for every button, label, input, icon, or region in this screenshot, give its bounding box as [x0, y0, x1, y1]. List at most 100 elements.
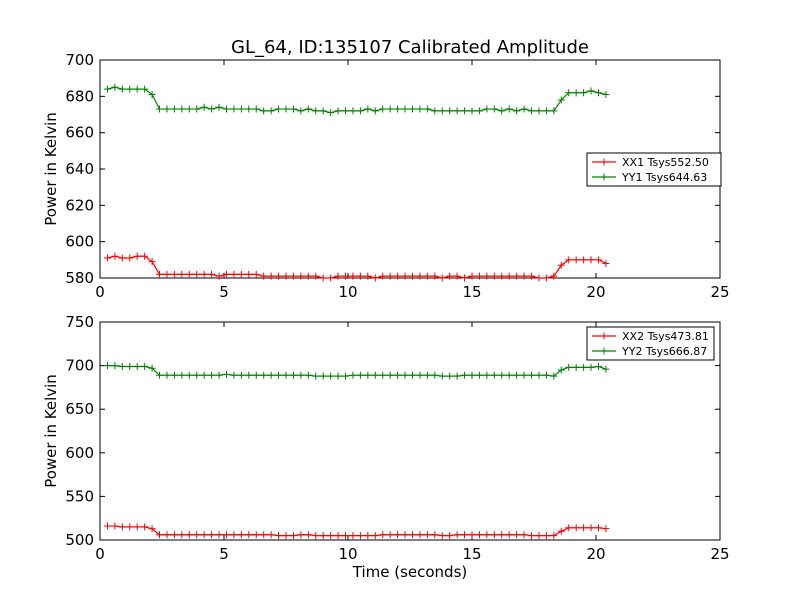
top-legend-box	[586, 152, 722, 187]
top-series-1-point	[304, 105, 312, 113]
top-series-0-point	[178, 270, 186, 278]
bottom-series-1-point	[275, 371, 283, 379]
top-series-0-point	[468, 272, 476, 280]
bottom-series-1-point	[446, 372, 454, 380]
bottom-y-tick-label: 650	[65, 400, 94, 418]
bottom-series-1-point	[111, 362, 119, 370]
bottom-series-1-point	[342, 372, 350, 380]
bottom-series-1-point	[327, 372, 335, 380]
bottom-series-0-point	[520, 531, 528, 539]
top-series-1-point	[133, 85, 141, 93]
bottom-series-0-point	[111, 522, 119, 530]
top-series-1-point	[580, 89, 588, 97]
top-series-0-point	[185, 270, 193, 278]
bottom-series-1-point	[148, 364, 156, 372]
top-series-0-point	[334, 272, 342, 280]
top-series-1-point	[379, 105, 387, 113]
bottom-series-0-point	[572, 524, 580, 532]
bottom-series-0-point	[312, 532, 320, 540]
top-series-1-point	[275, 105, 283, 113]
top-series-0-point	[245, 270, 253, 278]
bottom-series-0-point	[148, 525, 156, 533]
bottom-series-0-point	[379, 531, 387, 539]
top-series-0-point	[230, 270, 238, 278]
bottom-series-0-point	[327, 532, 335, 540]
top-series-1-point	[356, 107, 364, 115]
top-series-0-point	[416, 272, 424, 280]
top-series-0-point	[587, 256, 595, 264]
bottom-series-0-point	[237, 531, 245, 539]
bottom-series-0-point	[126, 523, 134, 531]
top-series-1-point	[297, 107, 305, 115]
bottom-series-0-point	[230, 531, 238, 539]
top-series-0-point	[289, 272, 297, 280]
top-series-0-point	[535, 274, 543, 282]
bottom-series-0-point	[289, 532, 297, 540]
bottom-series-0-point	[342, 532, 350, 540]
top-chart-title: GL_64, ID:135107 Calibrated Amplitude	[231, 37, 589, 58]
bottom-series-1-point	[334, 372, 342, 380]
bottom-series-0-point	[156, 531, 164, 539]
top-series-0-point	[364, 272, 372, 280]
bottom-series-1-point	[587, 363, 595, 371]
top-series-0-point	[431, 272, 439, 280]
bottom-series-0-point	[475, 531, 483, 539]
top-series-1-point	[528, 107, 536, 115]
top-series-1-point	[550, 107, 558, 115]
top-x-tick-label: 5	[219, 283, 229, 301]
bottom-series-0-point	[185, 531, 193, 539]
top-series-0-point	[394, 272, 402, 280]
top-series-1-point	[416, 105, 424, 113]
bottom-x-tick-label: 5	[219, 545, 229, 563]
bottom-series-0-point	[461, 531, 469, 539]
bottom-series-1-point	[438, 372, 446, 380]
bottom-legend-label-1: YY2 Tsys666.87	[621, 345, 707, 358]
bottom-series-0-point	[245, 531, 253, 539]
bottom-plot-frame	[99, 321, 721, 541]
top-series-0-point	[215, 272, 223, 280]
top-series-1-point	[401, 105, 409, 113]
top-series-0-point	[475, 272, 483, 280]
bottom-series-0-point	[118, 523, 126, 531]
top-series-1-point	[565, 89, 573, 97]
bottom-series-0-point	[364, 532, 372, 540]
top-series-1-point	[237, 105, 245, 113]
bottom-y-tick-label: 750	[65, 313, 94, 331]
top-series-1-point	[342, 107, 350, 115]
bottom-series-0-point	[267, 531, 275, 539]
bottom-series-1-point	[170, 371, 178, 379]
bottom-series-0-point	[178, 531, 186, 539]
bottom-series-1-point	[431, 371, 439, 379]
top-series-0-point	[594, 256, 602, 264]
bottom-series-0-point	[141, 523, 149, 531]
top-series-0-point	[260, 272, 268, 280]
bottom-series-0-point	[275, 532, 283, 540]
top-series-0-point	[163, 270, 171, 278]
bottom-series-1-point	[483, 371, 491, 379]
bottom-legend-marker-1	[600, 347, 608, 355]
top-series-1-point	[468, 107, 476, 115]
top-y-tick-label: 700	[65, 51, 94, 69]
bottom-series-1-point	[379, 371, 387, 379]
bottom-series-0-point	[133, 523, 141, 531]
bottom-series-0-point	[193, 531, 201, 539]
top-series-0-point	[565, 256, 573, 264]
bottom-series-1-point	[386, 371, 394, 379]
bottom-series-0-point	[252, 531, 260, 539]
bottom-series-1-point	[252, 371, 260, 379]
bottom-y-tick-label: 550	[65, 487, 94, 505]
bottom-series-0-point	[170, 531, 178, 539]
top-series-1-point	[349, 107, 357, 115]
bottom-series-0-point	[260, 531, 268, 539]
bottom-series-0-point	[453, 531, 461, 539]
bottom-series-1-point	[208, 371, 216, 379]
top-series-0-point	[156, 270, 164, 278]
top-series-1-point	[185, 105, 193, 113]
bottom-series-0-point	[222, 531, 230, 539]
top-series-0-point	[386, 272, 394, 280]
top-series-1-point	[252, 105, 260, 113]
top-series-0-point	[252, 270, 260, 278]
bottom-series-0-point	[594, 524, 602, 532]
